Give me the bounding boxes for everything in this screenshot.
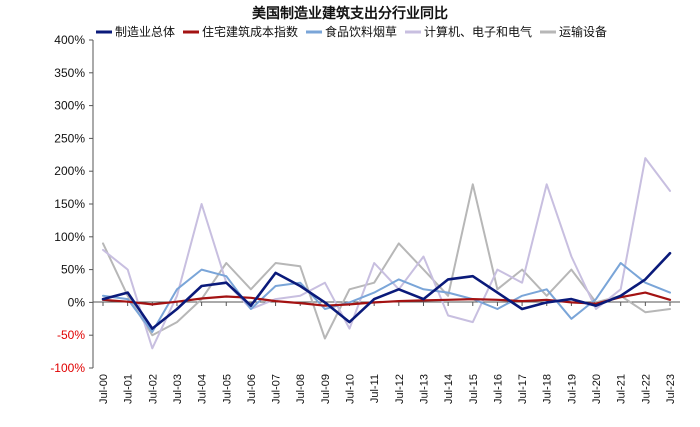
y-tick-label: 200% bbox=[54, 164, 85, 178]
chart-title: 美国制造业建筑支出分行业同比 bbox=[252, 5, 448, 21]
series-line-1 bbox=[101, 291, 672, 307]
x-tick-label: Jul-13 bbox=[418, 374, 430, 404]
legend-label-1: 住宅建筑成本指数 bbox=[202, 24, 298, 39]
x-tick-label: Jul-18 bbox=[542, 374, 554, 404]
x-tick-label: Jul-02 bbox=[147, 374, 159, 404]
x-tick-label: Jul-04 bbox=[197, 374, 209, 404]
y-tick-label: -100% bbox=[50, 361, 85, 375]
y-tick-label: 0% bbox=[68, 295, 86, 309]
x-tick-label: Jul-22 bbox=[640, 374, 652, 404]
x-tick-label: Jul-15 bbox=[468, 374, 480, 404]
y-tick-label: 300% bbox=[54, 99, 85, 113]
x-tick-label: Jul-11 bbox=[369, 374, 381, 403]
x-tick-label: Jul-19 bbox=[566, 374, 578, 404]
y-tick-label: 50% bbox=[61, 263, 85, 277]
x-tick-labels: Jul-00 Jul-01 Jul-02 Jul-03 Jul-04 Jul-05 Jul-… bbox=[98, 302, 677, 404]
x-tick-label: Jul-08 bbox=[295, 374, 307, 404]
y-tick-label: 350% bbox=[54, 66, 85, 80]
x-tick-label: Jul-17 bbox=[517, 374, 529, 404]
plot-area bbox=[101, 157, 672, 350]
y-tick-label: 250% bbox=[54, 131, 85, 145]
x-tick-label: Jul-16 bbox=[492, 374, 504, 404]
series-line-2 bbox=[102, 262, 671, 333]
x-tick-label: Jul-14 bbox=[443, 374, 455, 404]
x-tick-label: Jul-20 bbox=[591, 374, 603, 404]
y-tick-label: 400% bbox=[54, 33, 85, 47]
legend-label-2: 食品饮料烟草 bbox=[325, 24, 397, 39]
x-tick-label: Jul-12 bbox=[394, 374, 406, 404]
chart-legend: 制造业总体 住宅建筑成本指数 食品饮料烟草 计算机、电子和电气 运输设备 bbox=[96, 24, 607, 39]
x-tick-label: Jul-07 bbox=[271, 374, 283, 404]
series-line-4 bbox=[102, 183, 671, 340]
series-line-0 bbox=[101, 251, 672, 330]
x-tick-label: Jul-00 bbox=[98, 374, 110, 404]
series-line-3 bbox=[102, 157, 671, 350]
x-tick-label: Jul-01 bbox=[123, 374, 135, 404]
y-tick-label: 150% bbox=[54, 197, 85, 211]
x-tick-label: Jul-09 bbox=[320, 374, 332, 404]
y-tick-labels: -100% -50% 0% 50% 100% 150% 200% 250% 300% 350% 40… bbox=[50, 33, 93, 375]
legend-label-3: 计算机、电子和电气 bbox=[424, 24, 532, 39]
x-tick-label: Jul-10 bbox=[345, 374, 357, 404]
y-tick-label: -50% bbox=[57, 328, 85, 342]
x-tick-label: Jul-03 bbox=[172, 374, 184, 404]
x-tick-label: Jul-06 bbox=[246, 374, 258, 404]
legend-label-0: 制造业总体 bbox=[115, 25, 175, 39]
legend-label-4: 运输设备 bbox=[559, 24, 607, 39]
x-tick-label: Jul-05 bbox=[221, 374, 233, 404]
x-tick-label: Jul-23 bbox=[665, 374, 677, 404]
y-tick-label: 100% bbox=[54, 230, 85, 244]
x-tick-label: Jul-21 bbox=[616, 374, 628, 404]
